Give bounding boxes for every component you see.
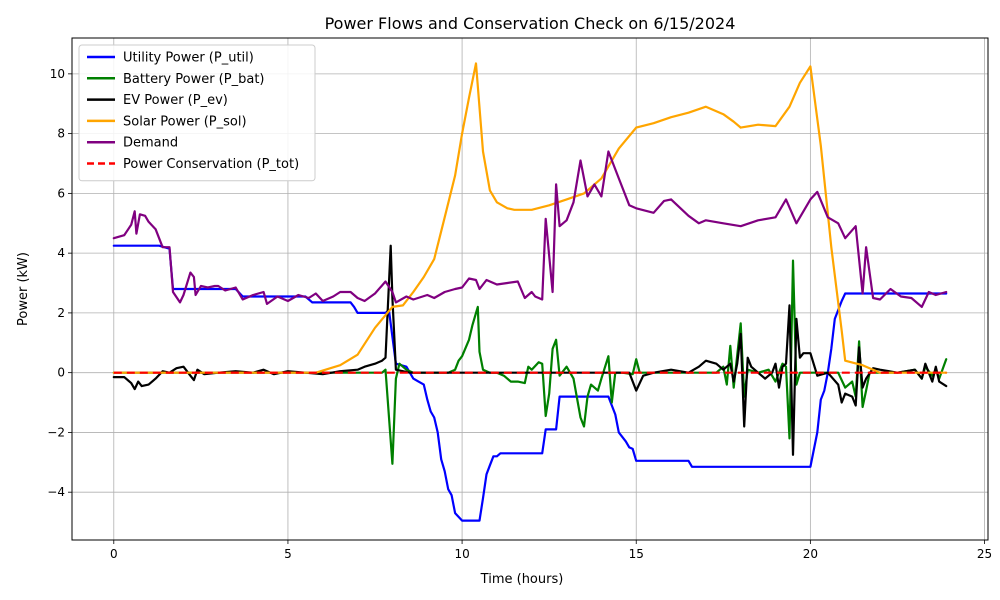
x-tick-label: 5 xyxy=(284,547,292,561)
plot-area-frame xyxy=(71,37,989,541)
series-line-4 xyxy=(112,150,948,308)
series-line-1 xyxy=(112,259,948,465)
legend: Utility Power (P_util) Battery Power (P_b… xyxy=(78,44,316,182)
chart-title: Power Flows and Conservation Check on 6/… xyxy=(325,14,736,33)
series-line-0 xyxy=(112,244,948,522)
y-tick-label: 0 xyxy=(57,366,65,380)
legend-box xyxy=(78,44,316,182)
y-tick-label: 6 xyxy=(57,186,65,200)
y-tick-label: 10 xyxy=(50,67,65,81)
x-tick-label: 20 xyxy=(803,547,818,561)
x-tick-label: 0 xyxy=(110,547,118,561)
y-tick-label: 8 xyxy=(57,127,65,141)
x-tick-label: 25 xyxy=(977,547,992,561)
y-tick-label: 4 xyxy=(57,246,65,260)
y-tick-label: −4 xyxy=(47,485,65,499)
x-tick-label: 15 xyxy=(629,547,644,561)
axis-ticks: 0 5 10 15 20 25 −4 −2 0 2 4 6 8 10 xyxy=(47,67,992,561)
series-line-2 xyxy=(112,244,948,456)
legend-label: EV Power (P_ev) xyxy=(123,93,228,108)
x-axis-label: Time (hours) xyxy=(480,572,564,587)
y-axis-label: Power (kW) xyxy=(16,252,31,326)
x-tick-label: 10 xyxy=(454,547,469,561)
y-tick-label: 2 xyxy=(57,306,65,320)
legend-label: Battery Power (P_bat) xyxy=(123,72,264,87)
series-layer xyxy=(112,62,948,522)
legend-label: Utility Power (P_util) xyxy=(123,51,254,66)
legend-label: Power Conservation (P_tot) xyxy=(123,157,299,172)
y-tick-label: −2 xyxy=(47,425,65,439)
legend-label: Solar Power (P_sol) xyxy=(123,114,247,129)
legend-label: Demand xyxy=(123,136,178,151)
